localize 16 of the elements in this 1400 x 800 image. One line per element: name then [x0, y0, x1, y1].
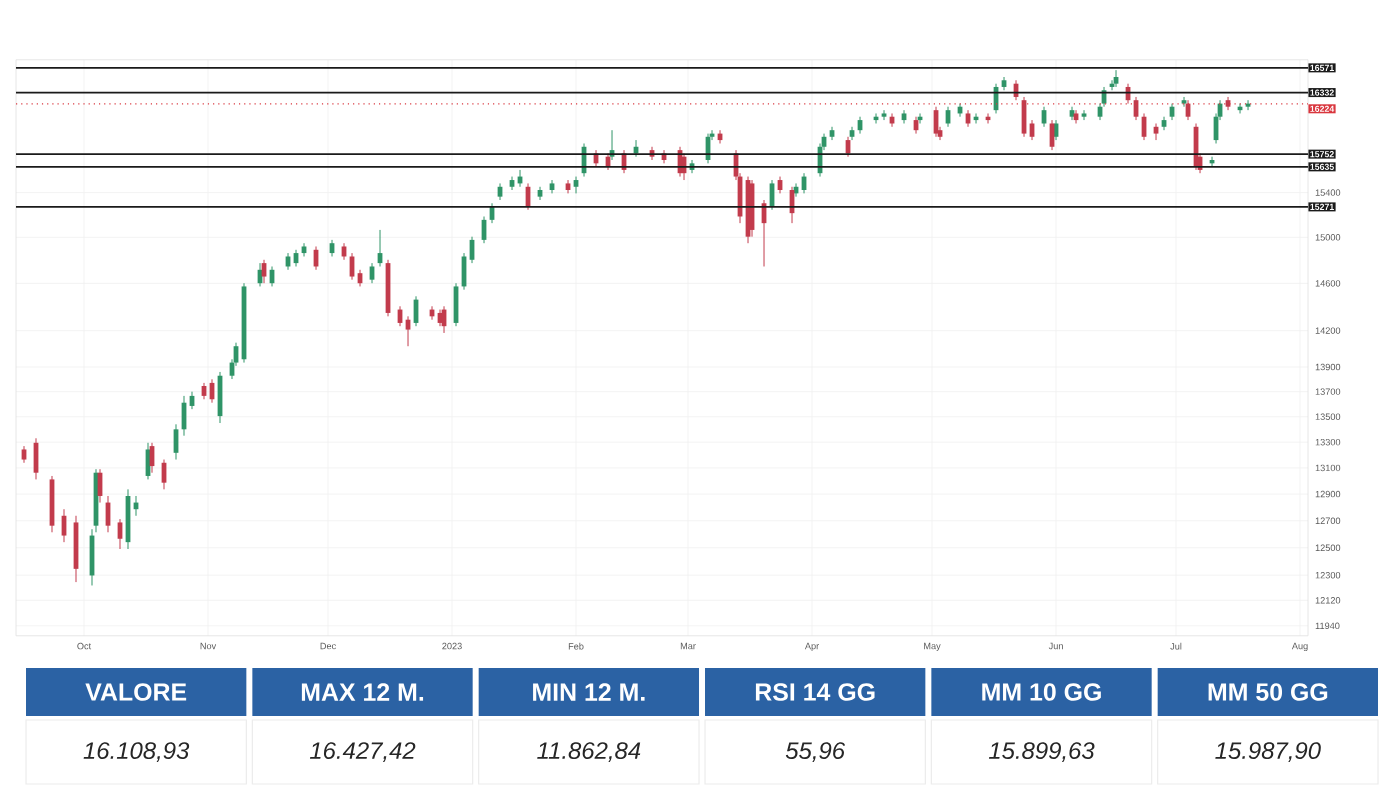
text: 15.899,63: [988, 742, 1095, 762]
candlestick: [1181, 96, 1187, 108]
category-label: MM 10 GG: [982, 683, 1101, 701]
text: 15.987,90: [1215, 742, 1321, 762]
candlestick: [881, 109, 887, 121]
text: 55,96: [785, 742, 846, 762]
category-label: MAX 12 M.: [301, 683, 424, 701]
category-label: RSI 14 GG: [755, 683, 875, 701]
candlestick: [1081, 109, 1087, 121]
text: 11.862,84: [537, 742, 641, 762]
category-label: VALORE: [85, 683, 187, 701]
text: 16.427,42: [309, 742, 416, 762]
text: 16.108,93: [83, 742, 190, 762]
category-label: MIN 12 M.: [533, 683, 645, 701]
candlestick: [1069, 106, 1075, 121]
category-label: MM 50 GG: [1208, 683, 1328, 701]
